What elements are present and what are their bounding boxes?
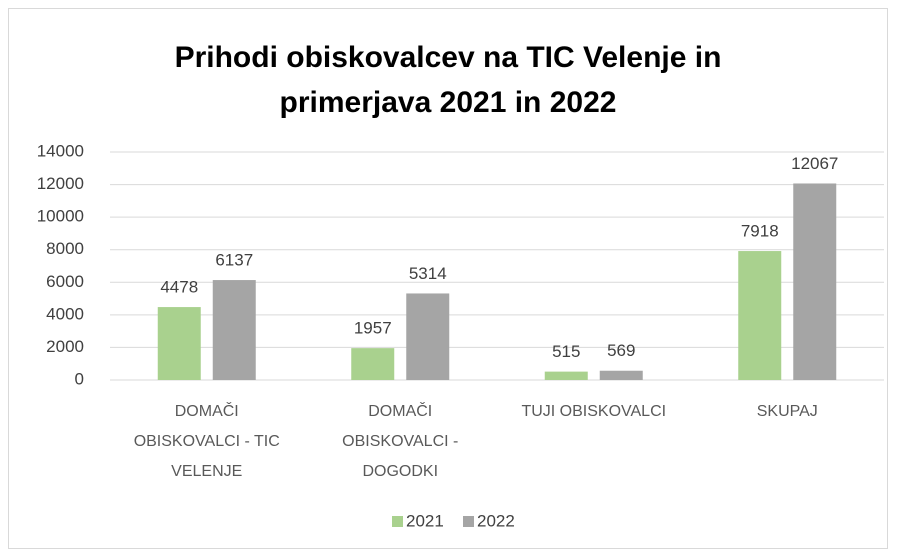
y-tick-label: 0 [75, 369, 84, 388]
x-tick-label: TUJI OBISKOVALCI [521, 403, 667, 420]
x-tick-label: SKUPAJ [756, 403, 818, 420]
y-tick-label: 14000 [37, 141, 84, 160]
legend-swatch [392, 516, 403, 527]
x-tick-label: DOMAČI OBISKOVALCI - TIC VELENJE [133, 403, 280, 480]
data-label: 515 [552, 342, 580, 361]
data-label: 5314 [409, 264, 447, 283]
data-label: 7918 [741, 222, 779, 241]
chart-title: Prihodi obiskovalcev na TIC Velenje in p… [174, 41, 722, 119]
data-label: 6137 [215, 251, 253, 270]
y-tick-label: 2000 [46, 337, 84, 356]
data-label: 12067 [791, 154, 838, 173]
data-label: 569 [607, 341, 635, 360]
legend-swatch [463, 516, 474, 527]
y-tick-label: 4000 [46, 304, 84, 323]
bar [157, 307, 201, 380]
y-tick-label: 6000 [46, 272, 84, 291]
legend-label: 2021 [406, 511, 444, 530]
bar [406, 293, 450, 380]
legend-label: 2022 [477, 511, 515, 530]
bar [738, 251, 782, 380]
chart-border [8, 8, 888, 549]
y-tick-label: 12000 [37, 174, 84, 193]
data-label: 4478 [160, 278, 198, 297]
bar [351, 348, 395, 380]
x-tick-label: DOMAČI OBISKOVALCI - DOGODKI [342, 403, 459, 480]
data-label: 1957 [354, 319, 392, 338]
y-tick-label: 10000 [37, 207, 84, 226]
y-tick-label: 8000 [46, 239, 84, 258]
bar [793, 183, 837, 380]
bar [599, 370, 643, 380]
bar [212, 280, 256, 380]
bar [544, 371, 588, 380]
